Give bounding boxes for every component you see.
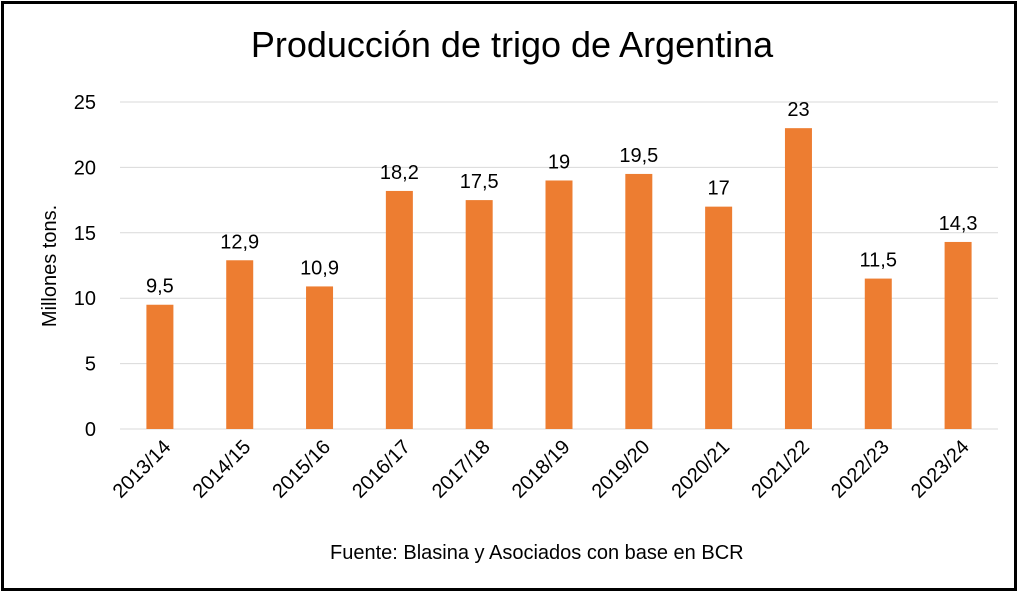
y-axis-title: Millones tons.	[39, 205, 61, 327]
bar	[306, 286, 334, 429]
x-tick-label: 2023/24	[907, 436, 974, 503]
data-label: 17,5	[460, 171, 499, 193]
data-label: 19	[548, 151, 570, 173]
bar	[226, 260, 254, 429]
data-labels: 9,5 12,9 10,9 18,2 17,5 19 19,5 17 23 11,5 14,3	[146, 99, 978, 298]
x-tick-label: 2014/15	[189, 436, 256, 503]
y-axis-ticks: 0 5 10 15 20 25	[74, 92, 96, 441]
x-tick-label: 2013/14	[109, 436, 176, 503]
data-label: 23	[787, 99, 809, 121]
bar	[784, 128, 812, 429]
bar	[545, 180, 573, 429]
y-tick-label: 15	[74, 223, 96, 245]
data-label: 10,9	[300, 257, 339, 279]
data-label: 14,3	[939, 213, 978, 235]
y-tick-label: 10	[74, 288, 96, 310]
x-axis-ticks: 2013/14 2014/15 2015/16 2016/17 2017/18 2018/…	[109, 436, 974, 503]
data-label: 11,5	[860, 250, 897, 272]
data-label: 18,2	[380, 162, 419, 184]
source-note: Fuente: Blasina y Asociados con base en …	[330, 542, 744, 564]
x-tick-label: 2015/16	[268, 436, 335, 503]
data-label: 17	[708, 178, 730, 200]
data-label: 19,5	[619, 145, 658, 167]
bar	[625, 173, 653, 429]
x-tick-label: 2018/19	[508, 436, 575, 503]
bar	[864, 278, 892, 429]
bar	[146, 304, 174, 429]
x-tick-label: 2017/18	[428, 436, 495, 503]
x-tick-label: 2022/23	[827, 436, 894, 503]
bar	[385, 190, 413, 429]
y-tick-label: 0	[85, 419, 96, 441]
y-tick-label: 20	[74, 157, 96, 179]
chart-title: Producción de trigo de Argentina	[250, 24, 774, 65]
bar	[465, 200, 493, 429]
x-tick-label: 2021/22	[747, 436, 814, 503]
bars	[146, 128, 972, 429]
x-tick-label: 2019/20	[588, 436, 655, 503]
x-tick-label: 2016/17	[348, 436, 415, 503]
data-label: 12,9	[220, 231, 259, 253]
x-tick-label: 2020/21	[667, 436, 734, 503]
y-tick-label: 25	[74, 92, 96, 114]
bar	[705, 206, 733, 429]
data-label: 9,5	[146, 276, 174, 298]
y-tick-label: 5	[85, 354, 96, 376]
bar	[944, 241, 972, 429]
